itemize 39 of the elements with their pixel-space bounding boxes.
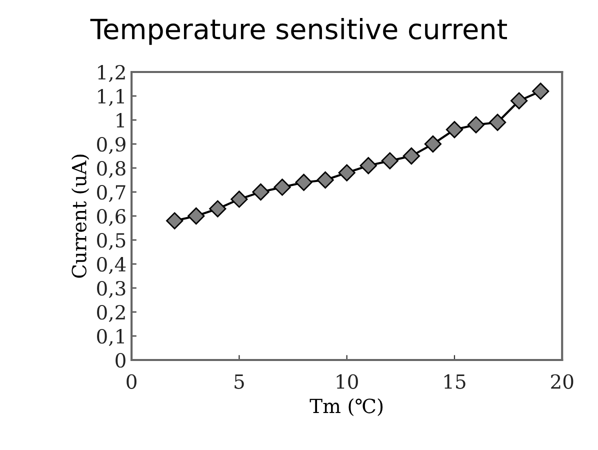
point xyxy=(295,174,312,191)
y-tick-label: 1,1 xyxy=(98,88,124,106)
point xyxy=(424,135,442,153)
y-tick-label: 0,5 xyxy=(97,232,126,250)
y-tick-label: 0,7 xyxy=(97,184,126,202)
point xyxy=(209,200,226,218)
point xyxy=(488,114,506,131)
y-tick-label: 0,9 xyxy=(97,136,126,154)
point xyxy=(252,183,270,201)
point xyxy=(467,116,485,134)
y-tick-label: 0,2 xyxy=(97,304,125,322)
point xyxy=(338,164,356,182)
point xyxy=(532,82,550,100)
point xyxy=(274,178,291,196)
x-tick-label: 10 xyxy=(336,374,358,389)
point xyxy=(510,92,528,110)
point xyxy=(381,152,398,170)
point xyxy=(188,207,205,225)
y-tick-label: 0 xyxy=(116,352,126,368)
x-tick-label: 0 xyxy=(126,374,136,389)
x-tick-label: 20 xyxy=(551,374,574,389)
point xyxy=(166,212,184,230)
y-tick-label: 0,6 xyxy=(97,208,126,226)
x-tick-label: 5 xyxy=(234,374,244,389)
y-tick-label: 1,2 xyxy=(98,64,125,82)
y-tick-label: 0,4 xyxy=(97,256,126,274)
point xyxy=(446,121,464,138)
x-axis-title: Tm (℃) xyxy=(310,398,383,416)
point xyxy=(402,147,420,165)
point xyxy=(360,157,377,174)
chart-title: Temperature sensitive current xyxy=(90,18,507,45)
y-tick-label: 1 xyxy=(116,112,124,128)
y-tick-label: 0,8 xyxy=(97,160,126,178)
y-tick-label: 0,1 xyxy=(97,328,124,346)
y-axis-title: Current (uA) xyxy=(71,154,90,278)
point xyxy=(316,171,334,189)
x-tick-label: 15 xyxy=(444,374,466,389)
y-tick-label: 0,3 xyxy=(97,280,126,298)
point xyxy=(230,190,248,208)
